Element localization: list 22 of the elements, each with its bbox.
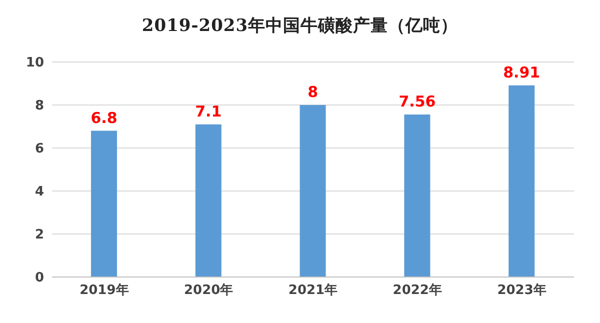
x-tick-label: 2021年 (288, 283, 338, 298)
x-tick-label: 2023年 (497, 283, 546, 298)
y-tick-label: 0 (34, 270, 44, 286)
bar (404, 114, 430, 277)
x-tick-label: 2020年 (184, 283, 234, 298)
bar (195, 124, 222, 277)
y-tick-label: 8 (34, 98, 44, 114)
data-label: 6.8 (90, 108, 118, 127)
x-tick-label: 2019年 (80, 283, 129, 298)
y-tick-label: 2 (34, 228, 44, 243)
bar (300, 105, 326, 277)
data-label: 8 (308, 83, 318, 101)
y-tick-label: 10 (26, 56, 44, 71)
data-label: 7.1 (195, 102, 222, 120)
y-tick-label: 4 (34, 184, 44, 200)
y-tick-label: 6 (34, 142, 44, 157)
x-tick-label: 2022年 (392, 283, 442, 298)
chart-title: 2019-2023年中国牛磺酸产量（亿吨） (140, 15, 460, 38)
data-label: 8.91 (503, 63, 540, 82)
data-label: 7.56 (398, 92, 436, 110)
bar (91, 130, 117, 277)
bar (508, 85, 535, 277)
